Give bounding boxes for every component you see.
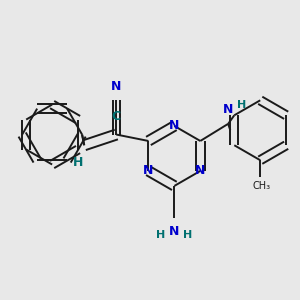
Text: N: N bbox=[143, 164, 154, 177]
Text: N: N bbox=[111, 80, 122, 93]
Text: N: N bbox=[223, 103, 233, 116]
Text: C: C bbox=[112, 110, 121, 123]
Text: H: H bbox=[183, 230, 193, 241]
Text: H: H bbox=[156, 230, 166, 241]
Text: H: H bbox=[237, 100, 246, 110]
Text: N: N bbox=[169, 224, 180, 238]
Text: N: N bbox=[195, 164, 206, 177]
Text: N: N bbox=[169, 119, 180, 133]
Text: H: H bbox=[73, 156, 83, 169]
Text: CH₃: CH₃ bbox=[253, 181, 271, 191]
